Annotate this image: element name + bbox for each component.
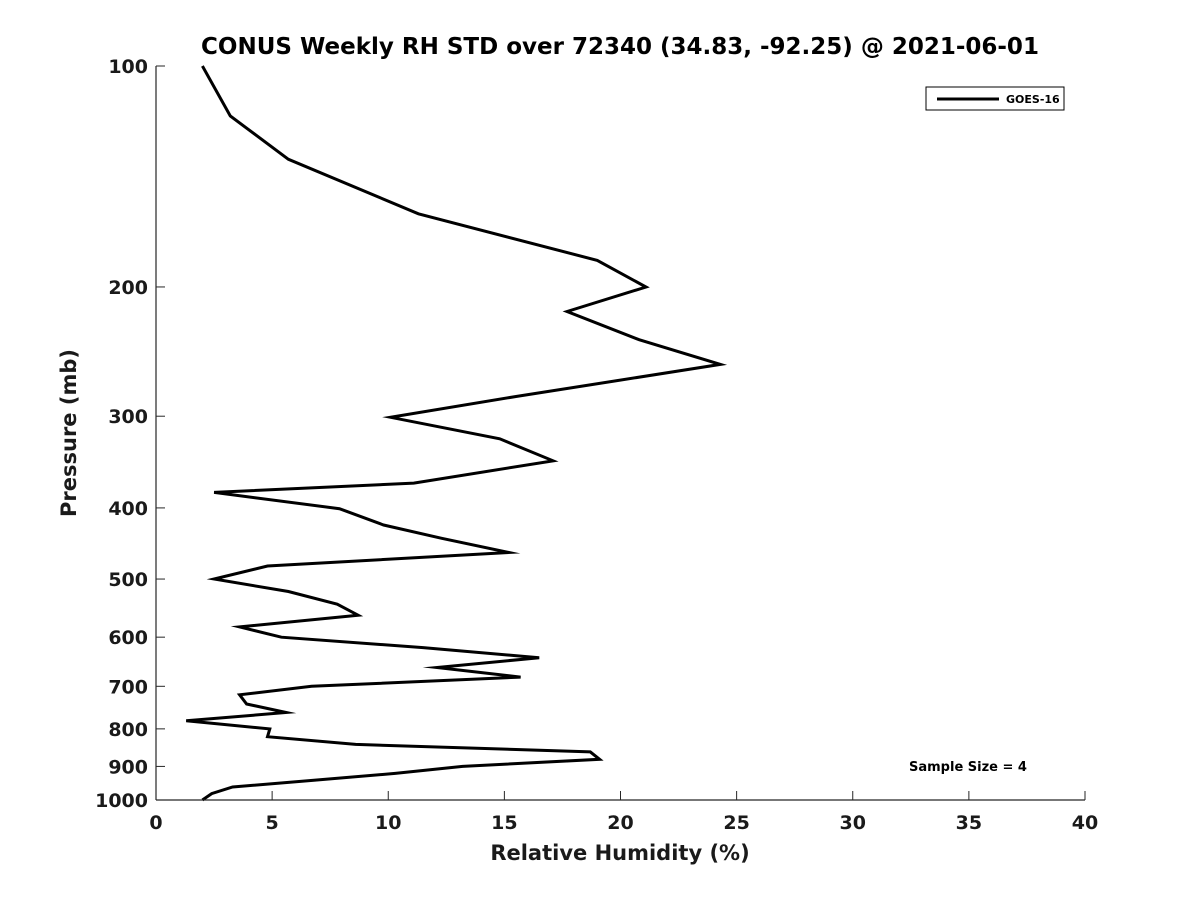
x-tick-label: 5 <box>266 812 279 834</box>
y-tick-label: 200 <box>108 277 148 299</box>
y-tick-label: 600 <box>108 627 148 649</box>
x-tick-label: 0 <box>149 812 162 834</box>
x-tick-label: 25 <box>723 812 749 834</box>
series-line-goes-16 <box>186 65 728 802</box>
x-tick-label: 30 <box>840 812 866 834</box>
x-tick-label: 15 <box>491 812 517 834</box>
y-tick-label: 500 <box>108 569 148 591</box>
series-layer <box>186 65 728 802</box>
sample-size-annotation: Sample Size = 4 <box>909 760 1027 775</box>
y-tick-label: 400 <box>108 498 148 520</box>
x-axis-label: Relative Humidity (%) <box>490 841 749 865</box>
x-tick-label: 20 <box>607 812 633 834</box>
x-tick-label: 40 <box>1072 812 1098 834</box>
plot-area <box>156 66 1085 800</box>
y-tick-label: 100 <box>108 56 148 78</box>
legend: GOES-16 <box>925 86 1065 111</box>
y-axis-label: Pressure (mb) <box>57 349 81 517</box>
y-tick-label: 700 <box>108 676 148 698</box>
ticks-layer: 0 5 10 15 20 25 30 35 40 100 200 300 400 500 600 700 800… <box>95 56 1098 834</box>
y-tick-label: 1000 <box>95 790 148 812</box>
x-tick-label: 10 <box>375 812 401 834</box>
x-tick-label: 35 <box>956 812 982 834</box>
y-tick-label: 900 <box>108 756 148 778</box>
legend-label-goes-16: GOES-16 <box>1006 93 1060 106</box>
y-tick-label: 800 <box>108 719 148 741</box>
y-tick-label: 300 <box>108 406 148 428</box>
chart-title: CONUS Weekly RH STD over 72340 (34.83, -… <box>201 34 1039 60</box>
